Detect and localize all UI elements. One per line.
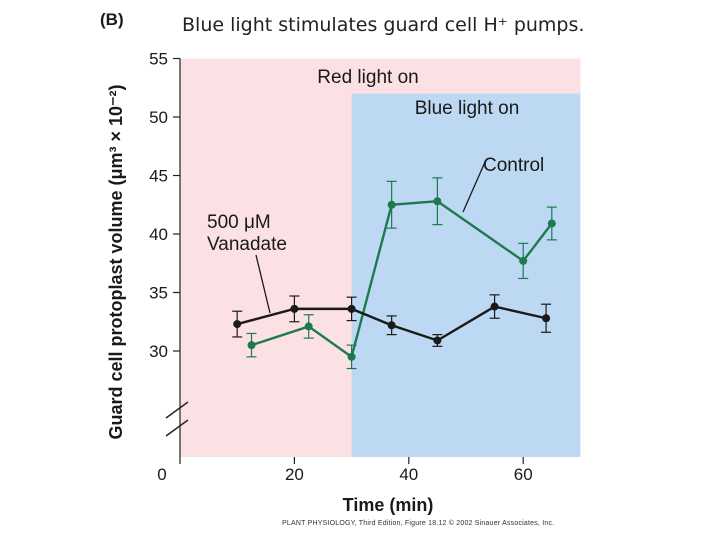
control-series: [246, 177, 557, 370]
vanadate-annotation: Vanadate: [207, 234, 287, 255]
control-point: [547, 219, 556, 228]
vanadate-point: [233, 320, 242, 329]
x-tick-label: 20: [285, 465, 304, 484]
vanadate-point: [347, 304, 356, 313]
y-tick-label: 55: [149, 50, 168, 69]
y-tick-label: 40: [149, 225, 168, 244]
vanadate-point: [490, 302, 499, 311]
control-point: [519, 256, 528, 265]
control-point: [433, 197, 442, 206]
slide-title: Blue light stimulates guard cell H⁺ pump…: [182, 14, 585, 36]
axis-break-mark: [165, 419, 189, 437]
vanadate-leader-line: [255, 254, 271, 314]
y-tick-label: 30: [149, 342, 168, 361]
light-regions: Red light on Blue light on: [180, 58, 581, 457]
vanadate-point: [290, 304, 299, 313]
x-tick-label: 0: [157, 465, 166, 484]
x-tick-label: 40: [399, 465, 418, 484]
vanadate-point: [433, 336, 442, 345]
y-axis-label: Guard cell protoplast volume (μm³ × 10⁻²…: [106, 84, 126, 439]
x-axis-label: Time (min): [343, 495, 434, 515]
blue-light-region-label: Blue light on: [415, 98, 520, 119]
control-leader-line: [462, 161, 486, 213]
panel-label: (B): [100, 10, 124, 29]
control-point: [247, 341, 256, 350]
control-point: [304, 322, 313, 331]
blue-light-region: [351, 93, 581, 457]
control-point: [347, 352, 356, 361]
control-annotation: Control: [483, 155, 544, 176]
vanadate-annotation: 500 μM: [207, 212, 271, 233]
y-tick-label: 45: [149, 167, 168, 186]
axes: Guard cell protoplast volume (μm³ × 10⁻²…: [106, 50, 533, 516]
vanadate-point: [542, 314, 551, 323]
x-tick-label: 60: [514, 465, 533, 484]
control-point: [387, 200, 396, 209]
figure-credit: PLANT PHYSIOLOGY, Third Edition, Figure …: [282, 520, 555, 527]
y-tick-label: 35: [149, 284, 168, 303]
red-light-region-label: Red light on: [317, 67, 418, 88]
data-series: [232, 177, 557, 370]
vanadate-series: [232, 294, 552, 347]
axis-break-mark: [165, 401, 189, 419]
y-tick-label: 50: [149, 108, 168, 127]
vanadate-point: [387, 321, 396, 330]
